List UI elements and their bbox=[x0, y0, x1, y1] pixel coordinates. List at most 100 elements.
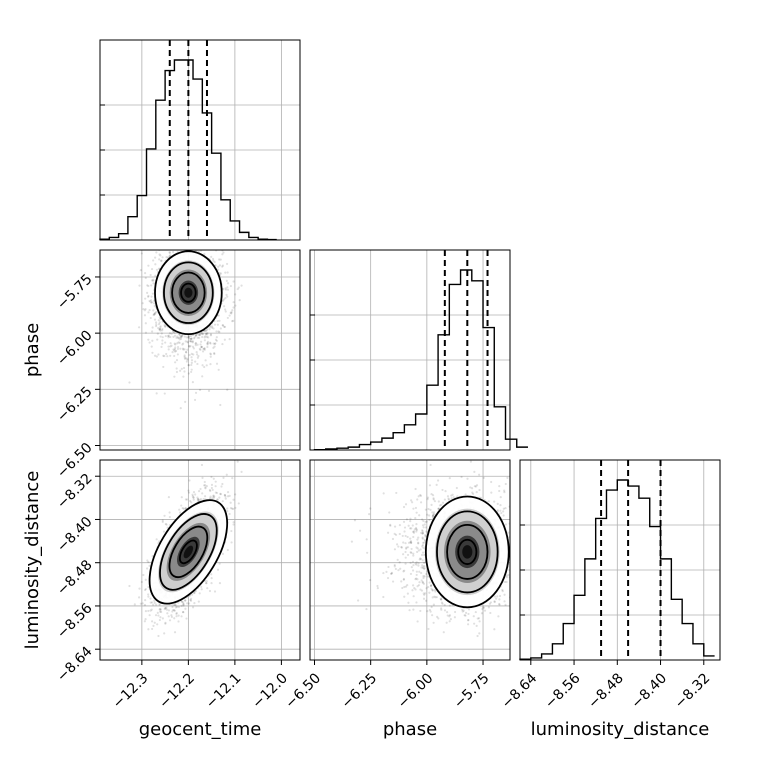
sample-point bbox=[175, 611, 178, 615]
sample-point bbox=[183, 348, 186, 351]
sample-point bbox=[171, 351, 174, 354]
panel-frame bbox=[309, 249, 511, 451]
sample-point bbox=[216, 568, 220, 571]
sample-point bbox=[190, 337, 193, 340]
sample-point bbox=[187, 335, 190, 338]
sample-point bbox=[214, 264, 217, 267]
sample-point bbox=[147, 609, 150, 613]
sample-point bbox=[200, 346, 203, 349]
sample-point bbox=[182, 342, 185, 345]
sample-point bbox=[209, 334, 213, 337]
sample-point bbox=[200, 331, 203, 334]
sample-point bbox=[169, 354, 172, 357]
sample-point bbox=[197, 499, 200, 503]
sample-point bbox=[153, 304, 156, 308]
sample-point bbox=[219, 272, 223, 275]
sample-point bbox=[207, 389, 211, 392]
sample-point bbox=[217, 368, 220, 371]
sample-point bbox=[161, 342, 164, 345]
sample-point bbox=[153, 312, 156, 315]
sample-point bbox=[239, 453, 241, 455]
sample-point bbox=[192, 347, 195, 350]
sample-point bbox=[150, 608, 153, 611]
sample-point bbox=[176, 342, 179, 345]
contour-line bbox=[154, 250, 223, 336]
sample-point bbox=[210, 573, 213, 576]
sample-point bbox=[205, 582, 208, 585]
sample-point bbox=[206, 345, 209, 349]
sample-point bbox=[154, 325, 158, 328]
sample-point bbox=[199, 332, 202, 336]
sample-point bbox=[180, 245, 182, 247]
sample-point bbox=[153, 318, 157, 321]
sample-point bbox=[211, 497, 214, 500]
sample-point bbox=[216, 441, 218, 443]
points-layer bbox=[128, 441, 243, 638]
sample-point bbox=[147, 284, 150, 288]
sample-point bbox=[163, 392, 166, 395]
sample-point bbox=[168, 251, 171, 254]
sample-point bbox=[186, 340, 189, 343]
hist-panel-phase bbox=[309, 249, 528, 451]
sample-point bbox=[149, 597, 152, 600]
sample-point bbox=[171, 221, 173, 223]
sample-point bbox=[210, 486, 213, 490]
sample-point bbox=[218, 258, 221, 261]
sample-point bbox=[182, 366, 186, 370]
sample-point bbox=[188, 339, 192, 343]
sample-point bbox=[219, 492, 222, 495]
sample-point bbox=[183, 370, 186, 373]
sample-point bbox=[184, 507, 187, 510]
sample-point bbox=[128, 584, 131, 588]
sample-point bbox=[173, 342, 176, 345]
sample-point bbox=[182, 245, 184, 247]
sample-point bbox=[159, 329, 162, 332]
sample-point bbox=[184, 350, 188, 354]
sample-point bbox=[157, 319, 160, 322]
sample-point bbox=[209, 363, 212, 366]
sample-point bbox=[192, 498, 195, 501]
sample-point bbox=[231, 507, 234, 510]
sample-point bbox=[190, 337, 193, 341]
sample-point bbox=[197, 600, 200, 603]
sample-point bbox=[205, 335, 209, 339]
sample-point bbox=[222, 476, 225, 479]
sample-point bbox=[152, 278, 155, 281]
sample-point bbox=[204, 335, 207, 338]
sample-point bbox=[161, 339, 164, 342]
sample-point bbox=[133, 603, 136, 606]
sample-point bbox=[232, 301, 235, 304]
sample-point bbox=[189, 344, 192, 348]
sample-point bbox=[177, 620, 180, 623]
sample-point bbox=[147, 338, 150, 341]
sample-point bbox=[198, 347, 201, 350]
sample-point bbox=[155, 251, 158, 254]
sample-point bbox=[163, 325, 167, 328]
sample-point bbox=[166, 355, 169, 358]
sample-point bbox=[223, 493, 226, 497]
sample-point bbox=[226, 495, 230, 498]
sample-point bbox=[191, 381, 194, 384]
sample-point bbox=[203, 484, 206, 487]
sample-point bbox=[206, 333, 209, 336]
sample-point bbox=[228, 512, 231, 516]
sample-point bbox=[215, 240, 217, 242]
sample-point bbox=[161, 336, 164, 339]
sample-point bbox=[189, 598, 192, 602]
sample-point bbox=[182, 348, 185, 351]
sample-point bbox=[187, 602, 191, 605]
sample-point bbox=[189, 499, 192, 503]
sample-point bbox=[190, 370, 193, 374]
sample-point bbox=[236, 287, 239, 291]
sample-point bbox=[142, 307, 145, 311]
sample-point bbox=[138, 587, 141, 590]
sample-point bbox=[224, 310, 227, 313]
sample-point bbox=[156, 338, 159, 341]
sample-point bbox=[155, 323, 158, 326]
sample-point bbox=[213, 352, 216, 356]
sample-point bbox=[144, 587, 147, 591]
sample-point bbox=[164, 622, 167, 625]
sample-point bbox=[224, 288, 228, 291]
sample-point bbox=[184, 400, 187, 403]
